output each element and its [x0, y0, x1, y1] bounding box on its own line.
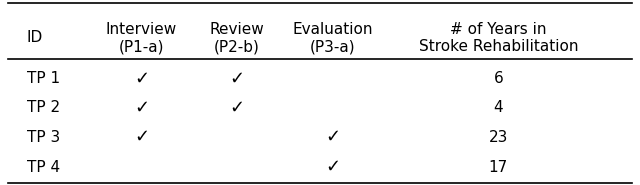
Text: ✓: ✓	[134, 99, 149, 117]
Text: 17: 17	[489, 160, 508, 175]
Text: 4: 4	[493, 100, 503, 115]
Text: Review
(P2-b): Review (P2-b)	[210, 22, 264, 54]
Text: ✓: ✓	[230, 99, 244, 117]
Text: TP 4: TP 4	[27, 160, 60, 175]
Text: ID: ID	[27, 30, 43, 45]
Text: ✓: ✓	[230, 70, 244, 88]
Text: TP 3: TP 3	[27, 130, 60, 145]
Text: ✓: ✓	[325, 158, 340, 176]
Text: Evaluation
(P3-a): Evaluation (P3-a)	[292, 22, 373, 54]
Text: Interview
(P1-a): Interview (P1-a)	[106, 22, 177, 54]
Text: ✓: ✓	[134, 70, 149, 88]
Text: TP 1: TP 1	[27, 71, 60, 86]
Text: ✓: ✓	[325, 128, 340, 146]
Text: 6: 6	[493, 71, 503, 86]
Text: # of Years in
Stroke Rehabilitation: # of Years in Stroke Rehabilitation	[419, 22, 578, 54]
Text: ✓: ✓	[134, 128, 149, 146]
Text: 23: 23	[489, 130, 508, 145]
Text: TP 2: TP 2	[27, 100, 60, 115]
